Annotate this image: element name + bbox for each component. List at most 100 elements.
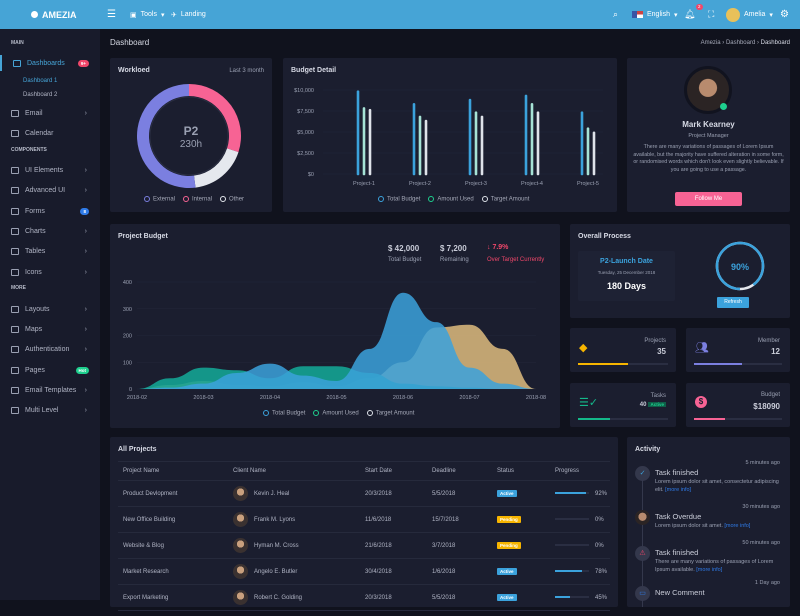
stat-card-tasks: ☰✓ Tasks 40 Active [570, 383, 676, 427]
breadcrumb-item[interactable]: Amezia [700, 40, 721, 46]
pages-icon [11, 366, 19, 374]
sidebar-item-forms[interactable]: Forms 8 [0, 203, 100, 219]
stat-value: 12 [771, 347, 780, 356]
table-row[interactable]: Market Research Angelo E. Butler 30/4/2018… [118, 558, 610, 585]
legend-internal: Internal [183, 196, 212, 203]
sidebar-item-label: Maps [25, 325, 43, 333]
sidebar-item-authentication[interactable]: Authentication › [0, 341, 100, 357]
user-menu[interactable]: Amelia ▾ [726, 0, 773, 29]
sidebar-item-charts[interactable]: Charts › [0, 223, 100, 239]
status-badge: Pending [497, 515, 521, 523]
sidebar-section-label: COMPONENTS [11, 147, 47, 153]
column-header: Client Name [228, 461, 360, 481]
sidebar-item-label: UI Elements [25, 166, 64, 174]
activity-text: Lorem ipsum dolor sit amet, consectetur … [655, 479, 785, 494]
total-budget-value: $ 42,000 [388, 244, 420, 253]
settings-gear-icon[interactable]: ⚙ [780, 9, 789, 20]
search-icon[interactable]: ⌕ [613, 9, 619, 19]
chevron-right-icon: › [84, 186, 87, 194]
projects-table: Project Name Client Name Start Date Deadlin… [118, 461, 610, 611]
column-header: Progress [550, 461, 610, 481]
table-row[interactable]: Product Devlopment Kevin J. Heal 20/3/2018… [118, 480, 610, 507]
multi-level-icon [11, 406, 19, 414]
sidebar-item-dashboards[interactable]: Dashboards 9+ [0, 55, 100, 71]
legend-label: Internal [192, 196, 213, 203]
more-info-link[interactable]: [more info] [724, 523, 751, 529]
stat-value: $18090 [753, 402, 780, 411]
client-cell: Frank M. Lyons [228, 506, 360, 533]
donut-center-title: P2 [183, 124, 199, 138]
sidebar-item-icons[interactable]: Icons › [0, 264, 100, 280]
fullscreen-icon[interactable]: ⛶ [708, 9, 715, 19]
legend-amount-used: Amount Used [313, 410, 359, 417]
check-icon: ✓ [635, 466, 650, 481]
user-name: Amelia [744, 11, 766, 18]
sidebar-item-email[interactable]: Email › [0, 105, 100, 121]
card-title: All Projects [118, 446, 157, 453]
progress-ring [715, 241, 765, 291]
tools-menu[interactable]: ▣ Tools ▾ [130, 0, 164, 29]
language-label: English [647, 11, 670, 18]
breadcrumb-item: Dashboard [760, 40, 790, 46]
client-cell: Kevin J. Heal [228, 480, 360, 507]
legend-external: External [144, 196, 175, 203]
tables-icon [11, 247, 19, 255]
advanced-ui-icon [11, 186, 19, 194]
activity-item: ⚠ 50 minutes ago Task finished There are ma… [627, 540, 790, 576]
sidebar-item-dashboard-2[interactable]: Dashboard 2 [0, 88, 100, 101]
legend-label: Amount Used [437, 196, 474, 203]
card-title: Budget Detail [291, 67, 337, 74]
period-label: Last 3 month [229, 68, 264, 74]
chevron-right-icon: › [84, 227, 87, 235]
sidebar-item-label: Dashboards [27, 59, 65, 67]
legend-target-amount: Target Amount [366, 410, 415, 417]
more-info-link[interactable]: [more info] [696, 566, 723, 573]
table-row[interactable]: Export Marketing Robert C. Golding 20/3/20… [118, 584, 610, 611]
stat-value: 35 [657, 347, 666, 356]
sidebar-item-email-templates[interactable]: Email Templates › [0, 382, 100, 398]
progress-label: 92% [595, 490, 608, 497]
menu-toggle-icon[interactable]: ☰ [107, 9, 116, 20]
sidebar-item-ui-elements[interactable]: UI Elements › [0, 162, 100, 178]
legend-label: Amount Used [322, 410, 359, 417]
x-tick-label: 2018-07 [459, 395, 479, 401]
brand-logo[interactable]: AMEZIA [31, 0, 77, 29]
sidebar-badge: 8 [80, 207, 89, 215]
sidebar-item-multi-level[interactable]: Multi Level › [0, 402, 100, 418]
sidebar-item-pages[interactable]: Pages Hot [0, 362, 100, 378]
breadcrumb-item[interactable]: Dashboard [725, 40, 756, 46]
legend-total-budget: Total Budget [263, 410, 305, 417]
email-icon [11, 109, 19, 117]
sidebar: MAIN COMPONENTS MORE Dashboards 9+ Dashboard … [0, 29, 100, 600]
y-tick-label: 200 [123, 334, 132, 340]
sidebar-item-advanced-ui[interactable]: Advanced UI › [0, 182, 100, 198]
refresh-button[interactable]: Refresh [717, 297, 749, 308]
comment-icon: ▭ [635, 586, 650, 601]
follow-me-button[interactable]: Follow Me [675, 192, 742, 206]
column-header: Start Date [360, 461, 427, 481]
project-name: Product Devlopment [118, 480, 228, 507]
table-row[interactable]: New Office Building Frank M. Lyons 11/6/20… [118, 506, 610, 533]
card-title: Workloed [118, 67, 150, 74]
landing-link[interactable]: ✈ Landing [171, 0, 206, 29]
status-cell: Active [492, 558, 550, 585]
sidebar-item-layouts[interactable]: Layouts › [0, 301, 100, 317]
language-select[interactable]: English ▾ [632, 0, 677, 29]
sidebar-item-calendar[interactable]: Calendar [0, 125, 100, 141]
sidebar-item-dashboard-1[interactable]: Dashboard 1 [0, 74, 100, 87]
progress-cell: 0% [550, 506, 610, 533]
client-name: Robert C. Golding [254, 595, 303, 602]
progress-bar [555, 569, 589, 572]
legend-dot-icon [183, 196, 190, 202]
start-date: 20/3/2018 [360, 480, 427, 507]
user-avatar [635, 510, 650, 525]
bell-icon[interactable]: 🔔︎ [684, 9, 696, 19]
chevron-right-icon: › [84, 166, 87, 174]
user-avatar [726, 7, 740, 22]
more-info-link[interactable]: [more info] [665, 486, 692, 493]
legend-label: Target Amount [375, 410, 415, 417]
activity-time: 50 minutes ago [742, 540, 780, 546]
sidebar-item-maps[interactable]: Maps › [0, 321, 100, 337]
table-row[interactable]: Website & Blog Hyman M. Cross 21/6/2018 3/7… [118, 532, 610, 559]
sidebar-item-tables[interactable]: Tables › [0, 243, 100, 259]
